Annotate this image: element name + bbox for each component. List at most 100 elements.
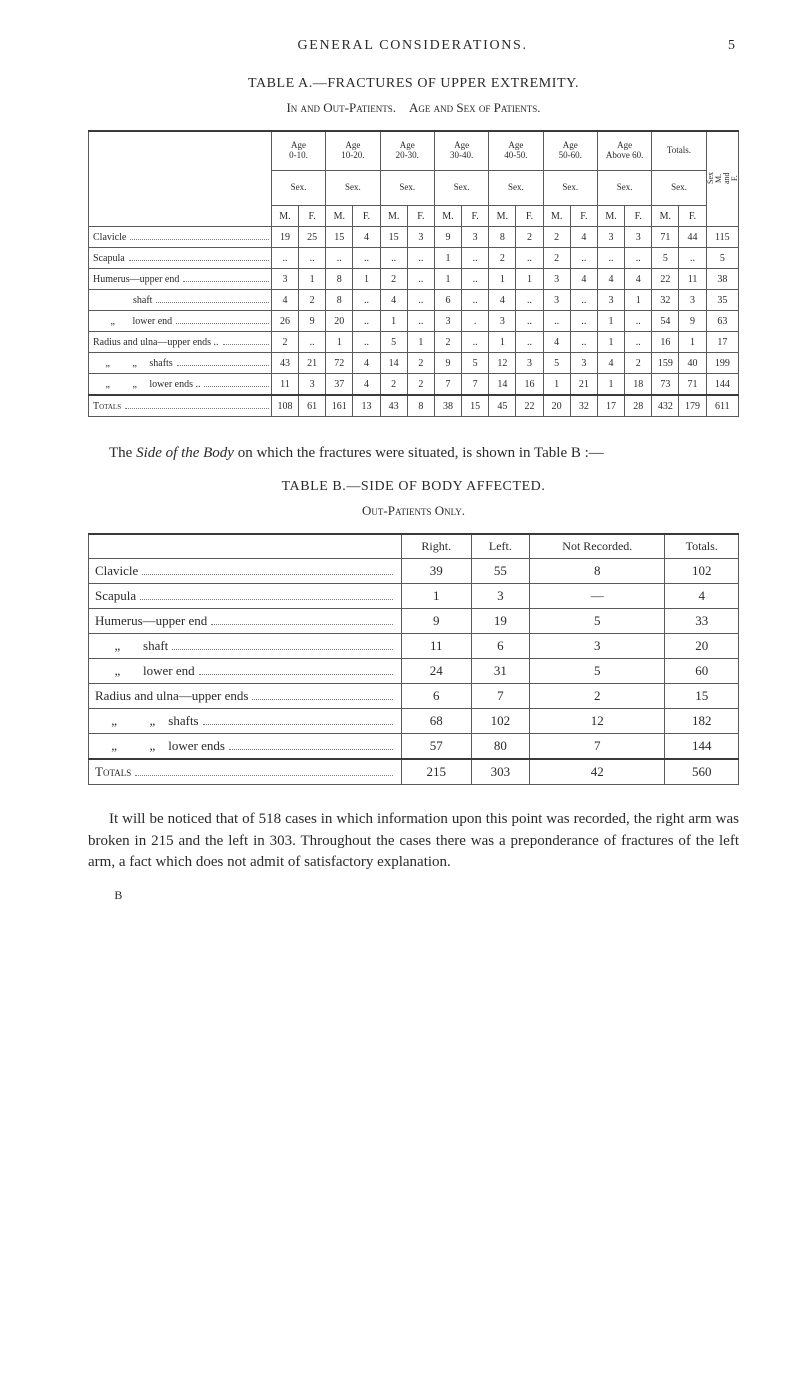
cell: 16 bbox=[652, 332, 679, 353]
cell: .. bbox=[516, 311, 543, 332]
cell: 2 bbox=[271, 332, 298, 353]
cell: 61 bbox=[299, 395, 326, 417]
cell: 18 bbox=[625, 374, 652, 396]
cell: 3 bbox=[462, 227, 489, 248]
cell: 40 bbox=[679, 353, 706, 374]
table-a-title: TABLE A.—FRACTURES OF UPPER EXTREMITY. bbox=[88, 76, 739, 92]
cell: 19 bbox=[471, 608, 530, 633]
cell: 144 bbox=[665, 733, 739, 759]
col-head: Right. bbox=[402, 534, 472, 559]
cell: 1 bbox=[299, 269, 326, 290]
cell: 3 bbox=[543, 290, 570, 311]
cell: .. bbox=[679, 248, 706, 269]
cell: 4 bbox=[543, 332, 570, 353]
cell-total: 63 bbox=[706, 311, 738, 332]
row-label: shaft bbox=[89, 290, 272, 311]
cell: .. bbox=[407, 290, 434, 311]
cell: 4 bbox=[570, 269, 597, 290]
cell: 1 bbox=[597, 332, 624, 353]
col-f: F. bbox=[516, 206, 543, 227]
table-row: Radius and ulna—upper ends ..2..1..512..… bbox=[89, 332, 739, 353]
cell: 1 bbox=[489, 332, 516, 353]
cell: 2 bbox=[543, 227, 570, 248]
cell: 8 bbox=[530, 558, 665, 583]
col-m: M. bbox=[271, 206, 298, 227]
table-b-body: Clavicle39558102Scapula13—4Humerus—upper… bbox=[89, 558, 739, 759]
age-group: Age20-30. bbox=[380, 131, 434, 171]
col-f: F. bbox=[407, 206, 434, 227]
row-label: Scapula bbox=[89, 583, 402, 608]
cell: 3 bbox=[570, 353, 597, 374]
col-f: F. bbox=[299, 206, 326, 227]
cell: 20 bbox=[665, 633, 739, 658]
col-f: F. bbox=[679, 206, 706, 227]
cell: 1 bbox=[679, 332, 706, 353]
cell: 4 bbox=[625, 269, 652, 290]
cell: .. bbox=[570, 248, 597, 269]
page: . GENERAL CONSIDERATIONS. 5 TABLE A.—FRA… bbox=[0, 0, 801, 1383]
cell: 14 bbox=[380, 353, 407, 374]
cell: 3 bbox=[597, 290, 624, 311]
cell: 26 bbox=[271, 311, 298, 332]
table-row: „ „ lower ends ..11337422771416121118737… bbox=[89, 374, 739, 396]
cell: 5 bbox=[530, 608, 665, 633]
cell: 11 bbox=[402, 633, 472, 658]
cell-total: 35 bbox=[706, 290, 738, 311]
cell: 68 bbox=[402, 708, 472, 733]
cell: 8 bbox=[326, 269, 353, 290]
paragraph-1: The Side of the Body on which the fractu… bbox=[88, 443, 739, 465]
cell-total: 17 bbox=[706, 332, 738, 353]
cell: 102 bbox=[665, 558, 739, 583]
cell: 4 bbox=[353, 227, 380, 248]
row-label: „ „ lower ends bbox=[89, 733, 402, 759]
cell: .. bbox=[625, 332, 652, 353]
cell: .. bbox=[516, 332, 543, 353]
cell: 2 bbox=[489, 248, 516, 269]
cell: 4 bbox=[597, 269, 624, 290]
cell: 179 bbox=[679, 395, 706, 417]
cell: 3 bbox=[516, 353, 543, 374]
table-row: „ „ shafts6810212182 bbox=[89, 708, 739, 733]
table-b-stub-head bbox=[89, 534, 402, 559]
sex-mf-head: SexM.andF. bbox=[706, 131, 738, 227]
col-f: F. bbox=[353, 206, 380, 227]
sex-head: Sex. bbox=[326, 171, 380, 206]
cell: 54 bbox=[652, 311, 679, 332]
cell: 3 bbox=[407, 227, 434, 248]
cell: 5 bbox=[652, 248, 679, 269]
cell: 3 bbox=[530, 633, 665, 658]
age-group: Age30-40. bbox=[434, 131, 488, 171]
cell: 11 bbox=[679, 269, 706, 290]
table-a-stub-head bbox=[89, 131, 272, 227]
cell: 1 bbox=[489, 269, 516, 290]
cell: 1 bbox=[625, 290, 652, 311]
table-b-title: TABLE B.—SIDE OF BODY AFFECTED. bbox=[88, 479, 739, 495]
age-group: Age50-60. bbox=[543, 131, 597, 171]
paragraph-2: It will be noticed that of 518 cases in … bbox=[88, 809, 739, 874]
cell-total: 199 bbox=[706, 353, 738, 374]
col-m: M. bbox=[434, 206, 461, 227]
table-a-totals: Totals1086116113438381545222032172843217… bbox=[89, 395, 739, 417]
cell: 11 bbox=[271, 374, 298, 396]
sex-head: Sex. bbox=[271, 171, 325, 206]
cell: 7 bbox=[530, 733, 665, 759]
cell: 2 bbox=[299, 290, 326, 311]
table-row: „ „ shafts432172414295123534215940199 bbox=[89, 353, 739, 374]
cell: 37 bbox=[326, 374, 353, 396]
row-label: „ „ lower ends .. bbox=[89, 374, 272, 396]
cell: 25 bbox=[299, 227, 326, 248]
cell: 5 bbox=[380, 332, 407, 353]
col-m: M. bbox=[380, 206, 407, 227]
row-label: Clavicle bbox=[89, 227, 272, 248]
cell: 102 bbox=[471, 708, 530, 733]
cell: 15 bbox=[326, 227, 353, 248]
cell: 19 bbox=[271, 227, 298, 248]
cell: 432 bbox=[652, 395, 679, 417]
running-head: . GENERAL CONSIDERATIONS. 5 bbox=[88, 38, 739, 54]
row-label: Radius and ulna—upper ends bbox=[89, 683, 402, 708]
cell: 215 bbox=[402, 759, 472, 785]
cell: 71 bbox=[679, 374, 706, 396]
cell: 44 bbox=[679, 227, 706, 248]
cell: 45 bbox=[489, 395, 516, 417]
col-head: Left. bbox=[471, 534, 530, 559]
